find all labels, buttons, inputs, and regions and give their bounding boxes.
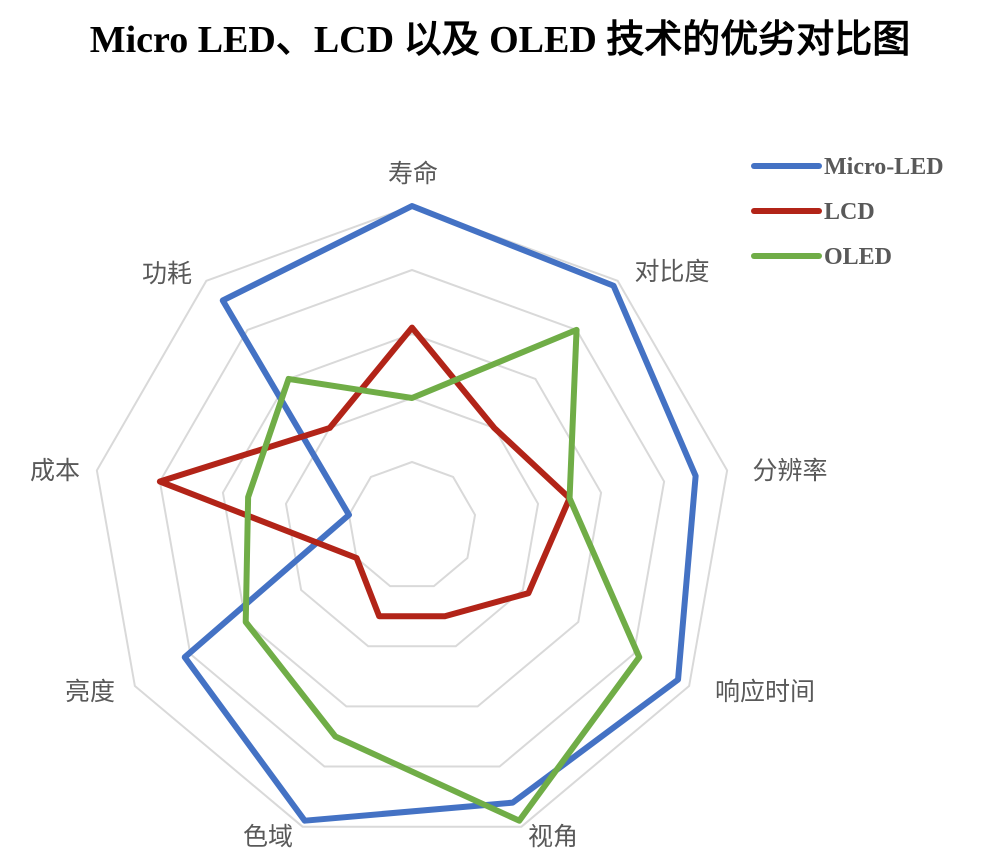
grid-ring	[347, 460, 477, 588]
grid-ring	[95, 204, 729, 828]
legend-item: LCD	[751, 199, 875, 225]
series-line-micro-led	[181, 203, 699, 824]
chart-title: Micro LED、LCD 以及 OLED 技术的优劣对比图	[89, 19, 911, 61]
grid	[95, 204, 729, 828]
axis-label: 成本	[30, 456, 80, 485]
legend-item: Micro-LED	[751, 154, 944, 180]
series-line-lcd	[156, 324, 573, 620]
axis-label: 色域	[243, 822, 293, 851]
axis-label: 视角	[528, 822, 578, 851]
axis-label: 功耗	[142, 259, 192, 288]
legend: Micro-LED LCD OLED	[751, 154, 944, 270]
grid-ring	[221, 332, 603, 708]
grid-ring	[284, 396, 540, 648]
axis-label: 分辨率	[752, 456, 827, 485]
grid-ring	[158, 268, 666, 768]
legend-label: LCD	[824, 199, 875, 225]
legend-label: OLED	[824, 244, 892, 270]
axis-label: 亮度	[65, 677, 115, 706]
axis-label: 响应时间	[715, 677, 815, 706]
axis-label: 寿命	[388, 159, 438, 188]
axis-label: 对比度	[634, 257, 709, 286]
legend-label: Micro-LED	[824, 154, 944, 180]
legend-item: OLED	[751, 244, 892, 270]
series-lines	[156, 203, 699, 824]
series-line-oled	[242, 326, 643, 824]
